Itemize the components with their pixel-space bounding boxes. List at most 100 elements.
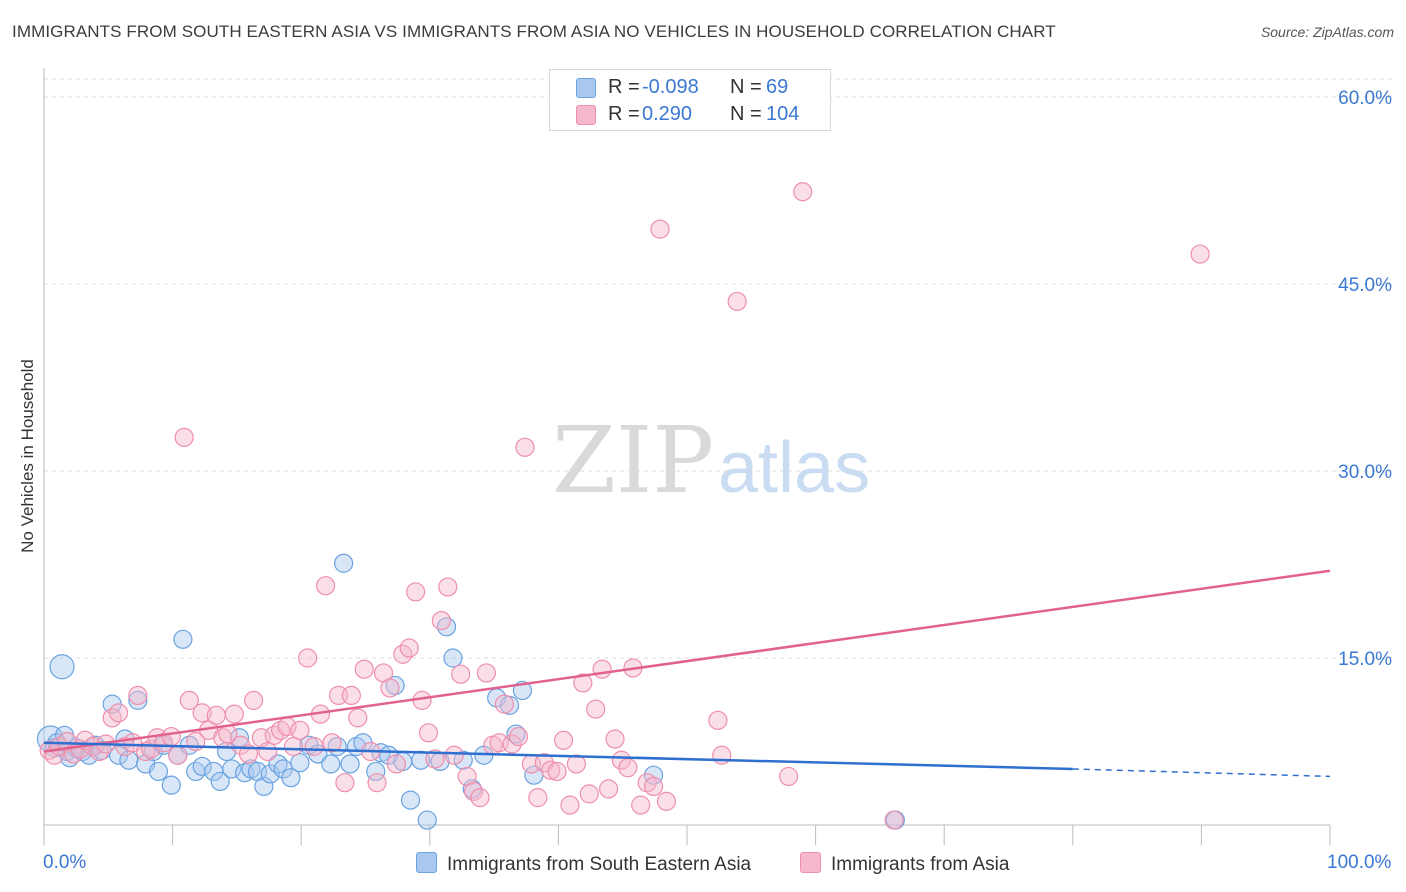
legend-r-label: R = [608,76,640,98]
asia-point-53 [380,678,400,698]
legend-r-label: R = [608,103,640,125]
watermark-zip: ZIP [552,407,714,514]
sea-point-56 [417,810,437,830]
asia-point-43 [316,576,336,596]
asia-point-29 [224,704,244,724]
sea-point-45 [334,553,354,573]
legend-r-value: -0.098 [642,76,699,98]
bottom-legend-south-eastern-asia: Immigrants from South Eastern Asia [416,852,751,876]
asia-point-22 [179,690,199,710]
asia-point-49 [354,659,374,679]
legend-swatch-pink [576,105,596,125]
watermark-atlas: atlas [718,428,870,508]
y-tick-label-1: 30.0% [1338,462,1392,483]
asia-point-21 [174,427,194,447]
sea-point-19 [148,761,169,782]
asia-point-26 [206,705,226,725]
bottom-legend-label: Immigrants from Asia [831,854,1010,875]
trend-line-asia [43,569,1331,753]
y-tick-label-3: 60.0% [1338,88,1392,109]
asia-point-64 [451,664,471,684]
asia-point-47 [341,685,361,706]
asia-point-99 [727,291,747,312]
asia-point-98 [712,745,732,765]
asia-point-100 [778,766,799,787]
sea-point-26 [192,756,212,777]
asia-point-101 [793,182,813,202]
legend-row-asia: R = 0.290 N = 104 [550,101,830,127]
asia-point-4 [63,744,84,764]
bottom-legend-label: Immigrants from South Eastern Asia [447,854,752,875]
asia-point-89 [611,750,632,770]
sea-point-40 [290,753,310,773]
asia-point-92 [631,795,651,815]
y-tick-label-2: 45.0% [1338,275,1392,296]
asia-point-56 [399,638,419,658]
sea-point-35 [254,776,274,797]
bottom-legend-swatch-blue [416,852,437,873]
asia-point-72 [502,734,522,754]
legend-n-value: 69 [766,76,789,98]
asia-point-78 [541,760,561,780]
sea-point-36 [260,764,280,784]
asia-point-85 [586,699,606,719]
sea-point-21 [161,775,181,795]
sea-point-16 [128,690,148,710]
asia-point-74 [515,437,535,457]
source-label: Source: ZipAtlas.com [1260,24,1394,40]
asia-point-44 [322,733,342,753]
asia-point-90 [618,758,638,778]
asia-point-19 [161,726,181,747]
x-tick-max: 100.0% [1327,852,1392,873]
asia-point-79 [547,761,567,782]
asia-point-11 [108,703,129,723]
asia-point-84 [579,784,599,804]
asia-point-76 [528,788,548,808]
asia-point-59 [418,723,439,743]
sea-point-52 [385,675,405,696]
sea-point-39 [281,768,301,788]
asia-point-32 [244,690,264,710]
correlation-legend: R = -0.098 N = 69 R = 0.290 N = 104 [549,69,831,131]
sea-point-58 [436,617,457,637]
asia-point-95 [650,219,670,239]
asia-point-20 [168,745,188,765]
trend-line-south-eastern-asia [43,741,1073,771]
asia-point-96 [656,791,677,811]
asia-point-68 [476,663,496,683]
asia-point-71 [494,694,514,714]
asia-point-38 [283,736,304,757]
asia-point-14 [128,685,148,706]
asia-point-60 [425,749,445,769]
asia-point-63 [444,745,464,765]
legend-r-value: 0.290 [642,103,693,125]
sea-point-60 [453,750,473,770]
asia-point-48 [348,708,368,728]
sea-point-43 [321,754,341,774]
asia-point-51 [367,773,387,793]
sea-point-59 [443,648,463,668]
bottom-legend-asia: Immigrants from Asia [800,852,1009,876]
legend-swatch-blue [576,78,596,98]
bottom-legend-swatch-pink [800,852,821,873]
asia-point-57 [406,582,426,602]
legend-row-south-eastern-asia: R = -0.098 N = 69 [550,74,830,100]
asia-point-87 [598,779,619,799]
asia-point-34 [258,741,278,762]
sea-point-28 [210,771,230,792]
asia-point-46 [335,773,355,793]
sea-point-30 [222,759,242,779]
chart-title: IMMIGRANTS FROM SOUTH EASTERN ASIA VS IM… [12,22,1056,41]
asia-point-24 [192,703,212,723]
legend-n-label: N = [730,76,762,98]
asia-point-80 [553,730,574,750]
asia-point-88 [605,729,625,749]
x-tick-min: 0.0% [43,852,87,873]
asia-point-15 [135,741,156,762]
legend-n-value: 104 [766,103,800,125]
asia-point-97 [708,710,728,730]
sea-point-54 [400,790,421,810]
asia-point-67 [470,788,490,808]
sea-point-3 [49,654,75,680]
